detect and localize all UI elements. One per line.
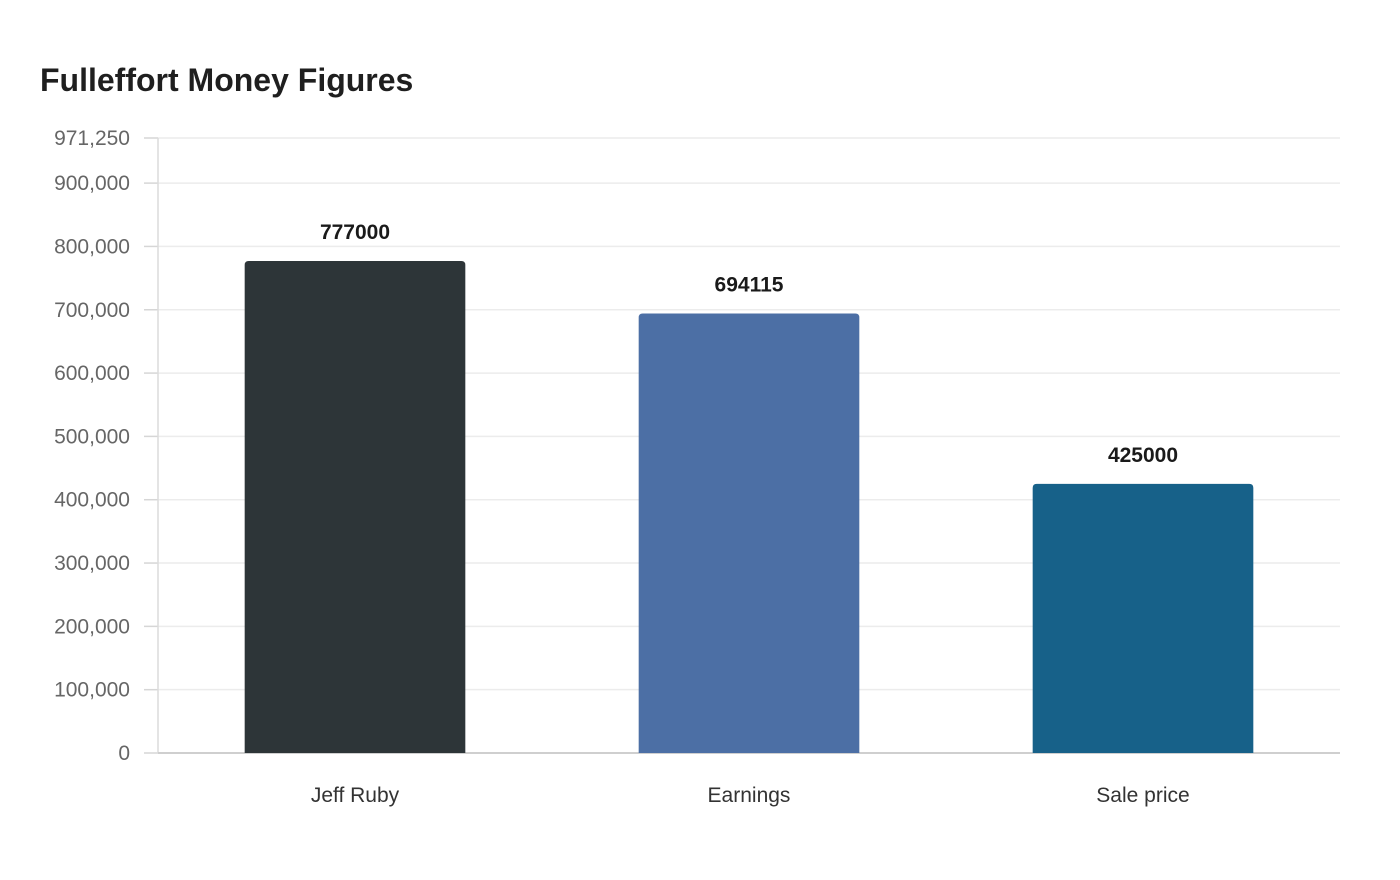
y-tick-label: 900,000 xyxy=(54,172,130,195)
y-tick-label: 300,000 xyxy=(54,552,130,575)
bar-earnings[interactable] xyxy=(638,313,860,753)
y-tick-label: 600,000 xyxy=(54,362,130,385)
y-tick-label: 200,000 xyxy=(54,615,130,638)
data-label: 694115 xyxy=(715,273,784,296)
y-tick-label: 400,000 xyxy=(54,489,130,512)
bar-jeff-ruby[interactable] xyxy=(244,261,466,753)
y-tick-label: 0 xyxy=(118,742,130,765)
x-tick-label: Jeff Ruby xyxy=(311,784,400,807)
x-tick-label: Sale price xyxy=(1096,784,1189,807)
data-label: 777000 xyxy=(320,221,390,244)
bar-sale-price[interactable] xyxy=(1032,483,1254,753)
y-tick-label: 500,000 xyxy=(54,425,130,448)
y-tick-label: 971,250 xyxy=(54,127,130,150)
chart-title: Fulleffort Money Figures xyxy=(40,62,414,98)
labels: 0 100,000 200,000 300,000 400,000 500,000 600,… xyxy=(54,127,1190,807)
x-tick-label: Earnings xyxy=(708,784,791,807)
bars xyxy=(244,261,1254,753)
y-tick-label: 700,000 xyxy=(54,299,130,322)
data-label: 425000 xyxy=(1108,444,1178,467)
y-tick-label: 100,000 xyxy=(54,679,130,702)
y-tick-label: 800,000 xyxy=(54,235,130,258)
